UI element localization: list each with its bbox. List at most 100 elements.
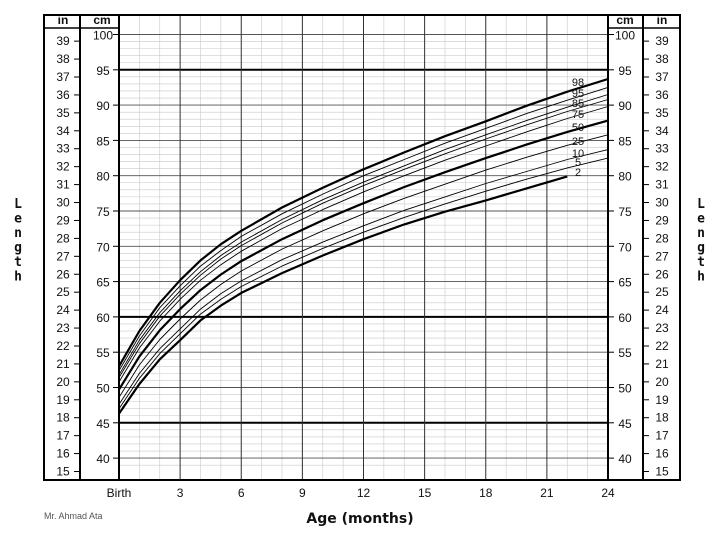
inch-tick-label-right: 36	[655, 88, 669, 102]
inch-unit-left: in	[58, 13, 69, 27]
cm-tick-label-left: 55	[96, 346, 110, 360]
cm-scale: 40 40 45 45 50 50 55 55 60 60 65 65 70 70 75 75 80 80 85 85…	[93, 29, 635, 467]
percentile-label-p50: 50	[572, 122, 584, 134]
x-tick-label: 15	[418, 486, 432, 500]
inch-tick-label-left: 21	[56, 357, 70, 371]
cm-tick-label-right: 60	[618, 311, 632, 325]
x-tick-label: 21	[540, 486, 554, 500]
inch-tick-label-left: 34	[56, 124, 70, 138]
inch-unit-right: in	[657, 13, 668, 27]
cm-tick-label-left: 40	[96, 452, 110, 466]
cm-tick-label-left: 50	[96, 382, 110, 396]
y-axis-label-right-letter: L	[697, 197, 705, 212]
inch-tick-label-right: 15	[655, 465, 669, 479]
inch-tick-label-right: 32	[655, 160, 669, 174]
cm-tick-label-right: 70	[618, 240, 632, 254]
inch-tick-label-right: 30	[655, 196, 669, 210]
inch-tick-label-left: 26	[56, 267, 70, 281]
inch-tick-label-right: 29	[655, 213, 669, 227]
inch-tick-label-right: 19	[655, 393, 669, 407]
inch-tick-label-left: 16	[56, 447, 70, 461]
credit-text: Mr. Ahmad Ata	[44, 511, 103, 521]
series-line-p75	[118, 106, 609, 383]
cm-tick-label-right: 80	[618, 170, 632, 184]
x-tick-label: Birth	[107, 486, 132, 500]
inch-tick-label-right: 26	[655, 267, 669, 281]
cm-tick-label-right: 55	[618, 346, 632, 360]
inch-tick-label-right: 24	[655, 303, 669, 317]
inch-tick-label-left: 39	[56, 34, 70, 48]
inch-tick-label-left: 27	[56, 249, 70, 263]
inch-tick-label-left: 20	[56, 375, 70, 389]
x-tick-label: 3	[177, 486, 184, 500]
series-line-p90	[118, 94, 609, 376]
inch-tick-label-left: 33	[56, 142, 70, 156]
inch-tick-label-right: 38	[655, 52, 669, 66]
y-axis-label-right-letter: e	[697, 212, 705, 227]
y-axis-label-left-letter: L	[14, 197, 22, 212]
cm-tick-label-left: 100	[93, 29, 113, 43]
series-line-p5	[118, 157, 609, 409]
outer-frame	[43, 14, 681, 481]
series-line-p85	[118, 99, 609, 378]
inch-tick-label-left: 23	[56, 321, 70, 335]
inch-tick-label-left: 28	[56, 231, 70, 245]
x-tick-label: 12	[357, 486, 371, 500]
inch-tick-label-right: 18	[655, 411, 669, 425]
percentile-label-p10: 10	[572, 148, 584, 160]
cm-tick-label-right: 45	[618, 417, 632, 431]
inch-tick-label-right: 31	[655, 178, 669, 192]
inch-tick-label-left: 35	[56, 106, 70, 120]
inch-tick-label-right: 22	[655, 339, 669, 353]
series-line-p95	[118, 86, 609, 371]
x-tick-label: 6	[238, 486, 245, 500]
inch-tick-label-right: 27	[655, 249, 669, 263]
inch-tick-label-right: 20	[655, 375, 669, 389]
inch-tick-label-right: 37	[655, 70, 669, 84]
inch-tick-label-left: 37	[56, 70, 70, 84]
y-axis-label-right-letter: n	[697, 226, 705, 241]
x-axis-label: Age (months)	[306, 511, 413, 527]
inch-tick-label-left: 19	[56, 393, 70, 407]
inch-tick-label-left: 25	[56, 285, 70, 299]
cm-tick-label-right: 100	[615, 29, 635, 43]
percentile-label-p85: 85	[572, 98, 584, 110]
inch-tick-label-left: 31	[56, 178, 70, 192]
y-axis-label-left-letter: t	[14, 255, 22, 270]
x-tick-label: 9	[299, 486, 306, 500]
series-line-p98	[118, 77, 609, 367]
inch-tick-label-right: 35	[655, 106, 669, 120]
cm-unit-left: cm	[93, 13, 110, 27]
inch-tick-label-left: 36	[56, 88, 70, 102]
inch-tick-label-left: 24	[56, 303, 70, 317]
cm-tick-label-right: 90	[618, 99, 632, 113]
cm-tick-label-left: 65	[96, 276, 110, 290]
inch-tick-label-left: 38	[56, 52, 70, 66]
percentile-label-p95: 95	[572, 88, 584, 100]
percentile-label-p25: 25	[572, 136, 584, 148]
y-axis-label-left-letter: n	[14, 226, 22, 241]
cm-tick-label-left: 60	[96, 311, 110, 325]
inch-tick-label-right: 25	[655, 285, 669, 299]
inch-tick-label-left: 29	[56, 213, 70, 227]
percentile-label-p2: 2	[575, 167, 581, 179]
cm-tick-label-right: 95	[618, 64, 632, 78]
cm-tick-label-left: 80	[96, 170, 110, 184]
cm-tick-label-left: 95	[96, 64, 110, 78]
cm-tick-label-right: 50	[618, 382, 632, 396]
x-ticks: Birth 3 6 9 12 15 18 21 24	[107, 486, 615, 500]
inch-tick-label-right: 17	[655, 429, 669, 443]
inch-tick-label-left: 18	[56, 411, 70, 425]
cm-tick-label-left: 45	[96, 417, 110, 431]
inch-tick-label-left: 22	[56, 339, 70, 353]
cm-tick-label-right: 65	[618, 276, 632, 290]
inch-tick-label-left: 15	[56, 465, 70, 479]
inch-tick-label-right: 33	[655, 142, 669, 156]
inch-tick-label-right: 23	[655, 321, 669, 335]
series-line-p25	[118, 134, 609, 398]
series-line-p50	[118, 119, 609, 391]
percentile-label-p75: 75	[572, 109, 584, 121]
